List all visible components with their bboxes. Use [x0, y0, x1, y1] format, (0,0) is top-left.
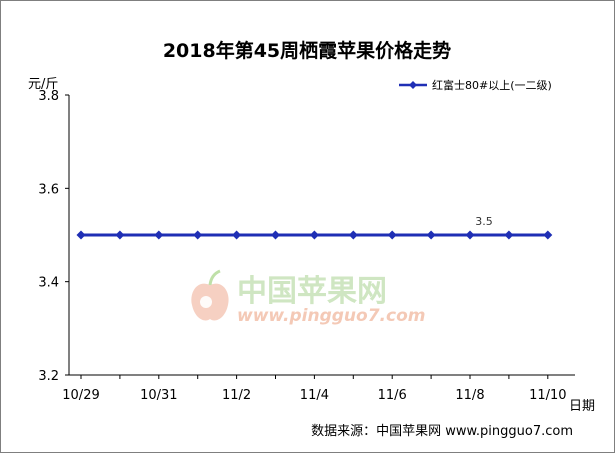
x-axis-label: 日期 [569, 399, 595, 414]
data-point [543, 230, 553, 240]
source-note: 数据来源：中国苹果网 www.pingguo7.com [311, 424, 573, 439]
x-tick-label: 11/4 [300, 388, 329, 403]
data-point [193, 230, 203, 240]
x-tick-label: 10/29 [62, 388, 99, 403]
y-axis-ticks: 3.2 3.4 3.6 3.8 [38, 89, 69, 384]
y-tick-label: 3.4 [38, 276, 59, 291]
data-point [387, 230, 397, 240]
data-point [504, 230, 514, 240]
watermark-url: www.pingguo7.com [237, 306, 425, 326]
data-point [232, 230, 242, 240]
data-point [76, 230, 86, 240]
data-point [115, 230, 125, 240]
legend-label: 红富士80#以上(一二级) [432, 78, 552, 92]
series-group: 3.5 [76, 215, 553, 240]
y-tick-label: 3.2 [38, 369, 59, 384]
legend-diamond-icon [409, 81, 417, 89]
x-tick-label: 11/8 [455, 388, 484, 403]
x-tick-label: 10/31 [140, 388, 177, 403]
data-point [426, 230, 436, 240]
y-axis-label: 元/斤 [28, 77, 58, 92]
data-label: 3.5 [475, 215, 493, 228]
y-tick-label: 3.6 [38, 182, 59, 197]
data-point [309, 230, 319, 240]
x-axis-ticks: 10/29 10/31 11/2 11/4 11/6 11/8 11/10 [62, 375, 567, 403]
x-tick-label: 11/2 [222, 388, 251, 403]
data-point [465, 230, 475, 240]
x-tick-label: 11/10 [529, 388, 566, 403]
legend: 红富士80#以上(一二级) [399, 78, 552, 92]
data-point [348, 230, 358, 240]
data-point [271, 230, 280, 240]
y-tick-label: 3.8 [38, 89, 59, 104]
watermark-name: 中国苹果网 [237, 274, 387, 309]
data-point [154, 230, 164, 240]
chart-title: 2018年第45周栖霞苹果价格走势 [163, 39, 451, 62]
apple-logo-icon [191, 269, 229, 321]
watermark: 中国苹果网 www.pingguo7.com [191, 269, 425, 326]
x-tick-label: 11/6 [378, 388, 407, 403]
